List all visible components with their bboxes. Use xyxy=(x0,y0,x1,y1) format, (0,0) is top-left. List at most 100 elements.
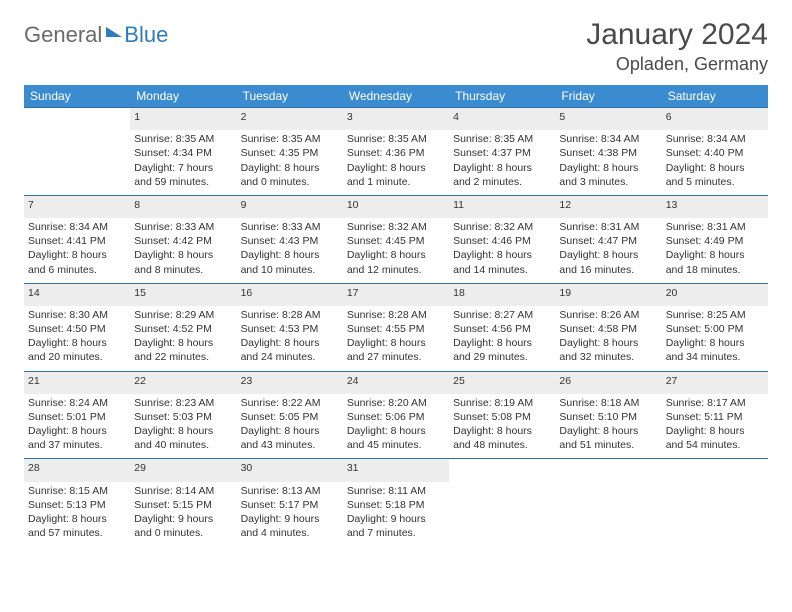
day-number: 28 xyxy=(24,459,130,482)
day-number-row: 123456 xyxy=(24,108,768,131)
day-cell: Sunrise: 8:33 AMSunset: 4:43 PMDaylight:… xyxy=(237,218,343,283)
day-number: 20 xyxy=(662,283,768,306)
day-data-row: Sunrise: 8:30 AMSunset: 4:50 PMDaylight:… xyxy=(24,306,768,371)
daylight-text: Daylight: 8 hours and 1 minute. xyxy=(347,161,445,189)
sunset-text: Sunset: 4:47 PM xyxy=(559,234,657,248)
sunset-text: Sunset: 4:37 PM xyxy=(453,146,551,160)
daylight-text: Daylight: 8 hours and 40 minutes. xyxy=(134,424,232,452)
day-cell: Sunrise: 8:34 AMSunset: 4:40 PMDaylight:… xyxy=(662,130,768,195)
sunrise-text: Sunrise: 8:29 AM xyxy=(134,308,232,322)
sunrise-text: Sunrise: 8:11 AM xyxy=(347,484,445,498)
sunset-text: Sunset: 4:42 PM xyxy=(134,234,232,248)
day-number: 26 xyxy=(555,371,661,394)
day-data-row: Sunrise: 8:35 AMSunset: 4:34 PMDaylight:… xyxy=(24,130,768,195)
sunrise-text: Sunrise: 8:22 AM xyxy=(241,396,339,410)
day-cell: Sunrise: 8:19 AMSunset: 5:08 PMDaylight:… xyxy=(449,394,555,459)
day-cell: Sunrise: 8:31 AMSunset: 4:49 PMDaylight:… xyxy=(662,218,768,283)
sunrise-text: Sunrise: 8:32 AM xyxy=(347,220,445,234)
sunset-text: Sunset: 4:41 PM xyxy=(28,234,126,248)
sunset-text: Sunset: 4:56 PM xyxy=(453,322,551,336)
day-cell: Sunrise: 8:34 AMSunset: 4:38 PMDaylight:… xyxy=(555,130,661,195)
sunrise-text: Sunrise: 8:19 AM xyxy=(453,396,551,410)
day-cell xyxy=(662,482,768,547)
daylight-text: Daylight: 8 hours and 2 minutes. xyxy=(453,161,551,189)
daylight-text: Daylight: 8 hours and 24 minutes. xyxy=(241,336,339,364)
day-data-row: Sunrise: 8:34 AMSunset: 4:41 PMDaylight:… xyxy=(24,218,768,283)
day-cell: Sunrise: 8:11 AMSunset: 5:18 PMDaylight:… xyxy=(343,482,449,547)
logo: General Blue xyxy=(24,18,168,48)
sunrise-text: Sunrise: 8:35 AM xyxy=(134,132,232,146)
sunset-text: Sunset: 4:55 PM xyxy=(347,322,445,336)
day-cell: Sunrise: 8:13 AMSunset: 5:17 PMDaylight:… xyxy=(237,482,343,547)
day-cell: Sunrise: 8:20 AMSunset: 5:06 PMDaylight:… xyxy=(343,394,449,459)
sunset-text: Sunset: 5:06 PM xyxy=(347,410,445,424)
day-cell: Sunrise: 8:30 AMSunset: 4:50 PMDaylight:… xyxy=(24,306,130,371)
sunrise-text: Sunrise: 8:28 AM xyxy=(241,308,339,322)
sunset-text: Sunset: 4:50 PM xyxy=(28,322,126,336)
daylight-text: Daylight: 8 hours and 8 minutes. xyxy=(134,248,232,276)
day-number: 4 xyxy=(449,108,555,131)
day-cell: Sunrise: 8:34 AMSunset: 4:41 PMDaylight:… xyxy=(24,218,130,283)
day-number-row: 21222324252627 xyxy=(24,371,768,394)
sunrise-text: Sunrise: 8:23 AM xyxy=(134,396,232,410)
sunset-text: Sunset: 4:38 PM xyxy=(559,146,657,160)
location-label: Opladen, Germany xyxy=(586,54,768,75)
logo-text-general: General xyxy=(24,22,102,48)
day-number-row: 28293031 xyxy=(24,459,768,482)
sunrise-text: Sunrise: 8:25 AM xyxy=(666,308,764,322)
day-number: 3 xyxy=(343,108,449,131)
sunset-text: Sunset: 5:13 PM xyxy=(28,498,126,512)
sunset-text: Sunset: 5:17 PM xyxy=(241,498,339,512)
day-number: 18 xyxy=(449,283,555,306)
day-number: 8 xyxy=(130,195,236,218)
day-number: 21 xyxy=(24,371,130,394)
day-cell: Sunrise: 8:32 AMSunset: 4:45 PMDaylight:… xyxy=(343,218,449,283)
day-number: 27 xyxy=(662,371,768,394)
sunrise-text: Sunrise: 8:18 AM xyxy=(559,396,657,410)
weekday-header: Tuesday xyxy=(237,85,343,108)
day-cell: Sunrise: 8:18 AMSunset: 5:10 PMDaylight:… xyxy=(555,394,661,459)
sunset-text: Sunset: 4:52 PM xyxy=(134,322,232,336)
sunset-text: Sunset: 5:08 PM xyxy=(453,410,551,424)
sunset-text: Sunset: 5:05 PM xyxy=(241,410,339,424)
day-cell: Sunrise: 8:31 AMSunset: 4:47 PMDaylight:… xyxy=(555,218,661,283)
daylight-text: Daylight: 8 hours and 54 minutes. xyxy=(666,424,764,452)
sunrise-text: Sunrise: 8:31 AM xyxy=(666,220,764,234)
weekday-header: Saturday xyxy=(662,85,768,108)
sunset-text: Sunset: 4:46 PM xyxy=(453,234,551,248)
day-number xyxy=(662,459,768,482)
sunrise-text: Sunrise: 8:34 AM xyxy=(666,132,764,146)
sunrise-text: Sunrise: 8:26 AM xyxy=(559,308,657,322)
weekday-header: Thursday xyxy=(449,85,555,108)
day-number: 17 xyxy=(343,283,449,306)
day-cell: Sunrise: 8:23 AMSunset: 5:03 PMDaylight:… xyxy=(130,394,236,459)
daylight-text: Daylight: 8 hours and 27 minutes. xyxy=(347,336,445,364)
sunset-text: Sunset: 5:15 PM xyxy=(134,498,232,512)
weekday-header: Sunday xyxy=(24,85,130,108)
daylight-text: Daylight: 8 hours and 45 minutes. xyxy=(347,424,445,452)
weekday-header: Wednesday xyxy=(343,85,449,108)
sunrise-text: Sunrise: 8:17 AM xyxy=(666,396,764,410)
weekday-header: Friday xyxy=(555,85,661,108)
daylight-text: Daylight: 8 hours and 14 minutes. xyxy=(453,248,551,276)
sunrise-text: Sunrise: 8:35 AM xyxy=(453,132,551,146)
day-number: 30 xyxy=(237,459,343,482)
daylight-text: Daylight: 8 hours and 10 minutes. xyxy=(241,248,339,276)
day-cell: Sunrise: 8:24 AMSunset: 5:01 PMDaylight:… xyxy=(24,394,130,459)
day-number: 31 xyxy=(343,459,449,482)
day-cell: Sunrise: 8:35 AMSunset: 4:36 PMDaylight:… xyxy=(343,130,449,195)
day-number: 11 xyxy=(449,195,555,218)
sunrise-text: Sunrise: 8:24 AM xyxy=(28,396,126,410)
day-cell xyxy=(555,482,661,547)
day-data-row: Sunrise: 8:15 AMSunset: 5:13 PMDaylight:… xyxy=(24,482,768,547)
sunset-text: Sunset: 5:00 PM xyxy=(666,322,764,336)
day-cell: Sunrise: 8:17 AMSunset: 5:11 PMDaylight:… xyxy=(662,394,768,459)
day-number: 23 xyxy=(237,371,343,394)
day-cell: Sunrise: 8:15 AMSunset: 5:13 PMDaylight:… xyxy=(24,482,130,547)
day-cell: Sunrise: 8:28 AMSunset: 4:53 PMDaylight:… xyxy=(237,306,343,371)
sunrise-text: Sunrise: 8:33 AM xyxy=(134,220,232,234)
day-number: 15 xyxy=(130,283,236,306)
day-number xyxy=(24,108,130,131)
day-cell: Sunrise: 8:29 AMSunset: 4:52 PMDaylight:… xyxy=(130,306,236,371)
day-number: 12 xyxy=(555,195,661,218)
